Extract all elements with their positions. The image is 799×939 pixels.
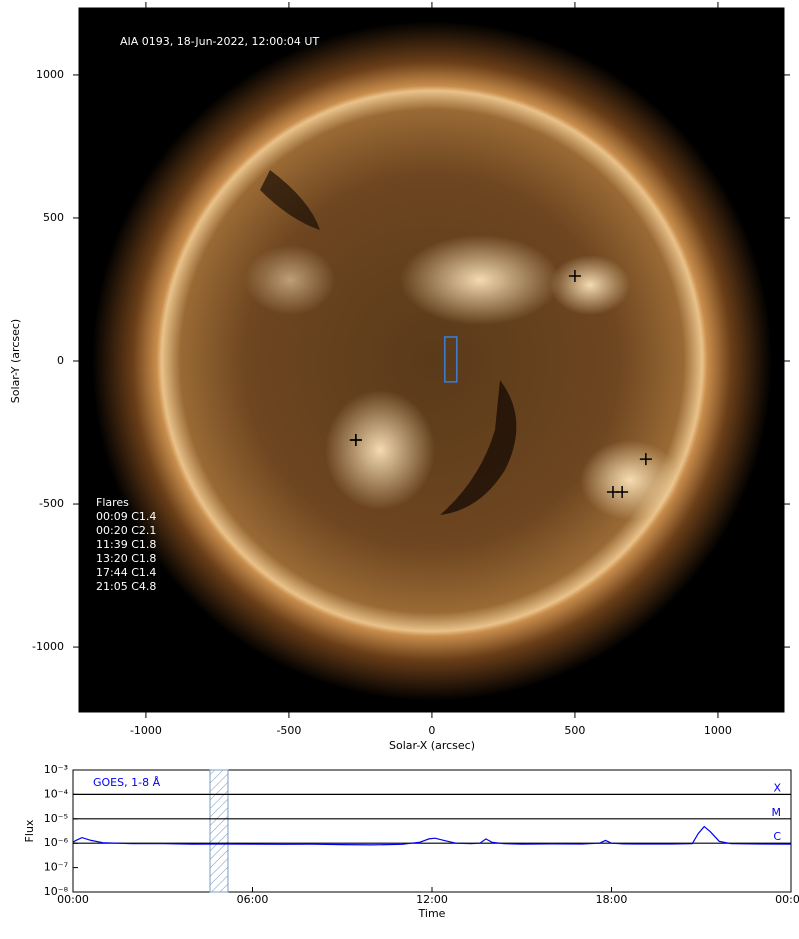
- image-panel: Solar-X (arcsec) Solar-Y (arcsec) -1000 -…: [9, 2, 790, 752]
- x-tick-label: 00:00: [57, 893, 89, 906]
- x-tick-label: -1000: [130, 724, 162, 737]
- time-window: [209, 769, 229, 893]
- axes-frame: [72, 769, 792, 893]
- x-tick-label: 18:00: [596, 893, 628, 906]
- flux-line: [72, 825, 792, 846]
- flare-marker: [349, 433, 362, 446]
- flare-list: 17:44 C1.4: [96, 566, 156, 579]
- x-tick-label: 500: [564, 724, 585, 737]
- flare-list: 13:20 C1.8: [96, 552, 156, 565]
- x-tick-label: -500: [276, 724, 301, 737]
- coronal-hole: [440, 380, 517, 515]
- active-region: [580, 440, 680, 520]
- active-region: [400, 235, 560, 325]
- y-tick-label: 10⁻⁴: [44, 787, 69, 800]
- flare-list: 00:09 C1.4: [96, 510, 156, 523]
- coronal-hole: [260, 170, 320, 230]
- y-tick-label: 10⁻⁸: [44, 885, 69, 898]
- y-tick-label: 500: [43, 211, 64, 224]
- y-tick-label: 10⁻⁷: [44, 861, 68, 874]
- flare-marker: [639, 453, 652, 466]
- sun-disk: [92, 21, 772, 701]
- active-region: [245, 245, 335, 315]
- flare-list: Flares: [96, 496, 129, 509]
- flare-list: 11:39 C1.8: [96, 538, 156, 551]
- flare-list: 00:20 C2.1: [96, 524, 156, 537]
- x-tick-label: 06:00: [237, 893, 269, 906]
- x-axis-label: Solar-X (arcsec): [389, 739, 475, 752]
- legend-entry: GOES, 1-8 Å: [93, 776, 161, 789]
- x-tick-label: 12:00: [416, 893, 448, 906]
- active-region: [325, 390, 435, 510]
- y-tick-label: 10⁻⁶: [44, 836, 69, 849]
- class-label: C: [773, 830, 781, 843]
- x-tick-label: 1000: [704, 724, 732, 737]
- y-tick-label: 10⁻⁵: [44, 812, 68, 825]
- class-label: X: [773, 781, 781, 794]
- class-label: M: [772, 806, 782, 819]
- y-tick-label: 1000: [36, 68, 64, 81]
- y-axis-label: Flux: [23, 819, 36, 842]
- flare-marker: [568, 270, 581, 283]
- x-tick-label: 00:00: [775, 893, 799, 906]
- x-axis-label: Time: [418, 907, 446, 920]
- goes-panel: Time Flux 00:0006:0012:0018:0000:0010⁻⁸1…: [23, 763, 799, 920]
- x-tick-label: 0: [428, 724, 435, 737]
- flare-marker: [616, 486, 629, 499]
- flare-list: 21:05 C4.8: [96, 580, 156, 593]
- fov-box: [444, 336, 458, 383]
- y-tick-label: -1000: [32, 640, 64, 653]
- active-region: [550, 255, 630, 315]
- y-tick-label: 10⁻³: [44, 763, 68, 776]
- y-tick-label: 0: [57, 354, 64, 367]
- solar-image: [92, 21, 772, 701]
- y-axis-label: Solar-Y (arcsec): [9, 319, 22, 403]
- y-tick-label: -500: [39, 497, 64, 510]
- image-title: AIA 0193, 18-Jun-2022, 12:00:04 UT: [120, 35, 319, 48]
